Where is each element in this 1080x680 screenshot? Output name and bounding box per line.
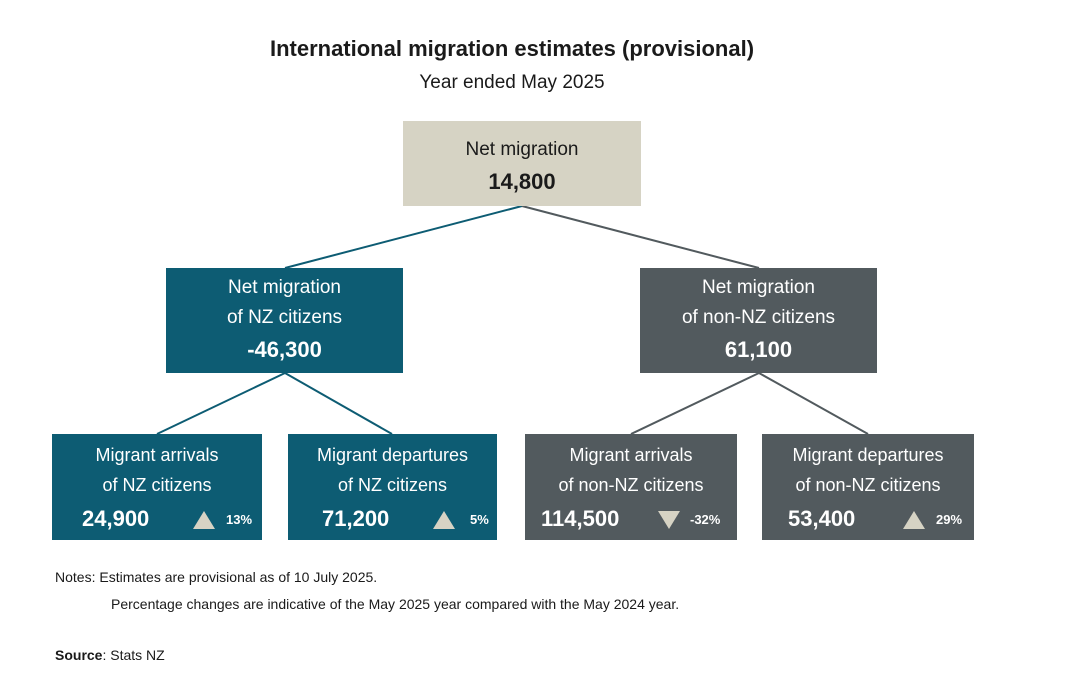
non-nz-arrivals-label-line1: Migrant arrivals [569, 445, 693, 465]
connector-nz-arrivals [156, 372, 286, 435]
diagram-title: International migration estimates (provi… [269, 36, 755, 61]
non-nz-arrivals-box: Migrant arrivals of non-NZ citizens 114,… [525, 434, 737, 540]
triangle-up-icon [193, 511, 215, 529]
nz-arrivals-label-line1: Migrant arrivals [95, 445, 219, 465]
net-migration-value: 14,800 [488, 169, 556, 194]
triangle-up-icon [903, 511, 925, 529]
nz-departures-change: 5% [470, 512, 489, 527]
non-nz-net-label-line2: of non-NZ citizens [681, 307, 836, 328]
triangle-down-icon [658, 511, 680, 529]
net-migration-label: Net migration [465, 139, 579, 160]
nz-arrivals-value: 24,900 [82, 506, 150, 531]
non-nz-citizens-net-box: Net migration of non-NZ citizens 61,100 [640, 268, 877, 373]
net-migration-box: Net migration 14,800 [403, 121, 641, 206]
connector-non-nz-departures [758, 372, 869, 435]
connector-root-nz [284, 205, 523, 269]
non-nz-arrivals-label-line2: of non-NZ citizens [558, 475, 704, 495]
nz-arrivals-label-line2: of NZ citizens [102, 475, 212, 495]
nz-net-label-line2: of NZ citizens [226, 307, 343, 328]
non-nz-net-value: 61,100 [724, 337, 793, 362]
connector-non-nz-arrivals [630, 372, 760, 435]
connector-root-non-nz [521, 205, 760, 269]
nz-arrivals-change: 13% [226, 512, 253, 527]
non-nz-departures-value: 53,400 [788, 506, 856, 531]
notes-line1: Notes: Estimates are provisional as of 1… [55, 569, 378, 585]
nz-departures-box: Migrant departures of NZ citizens 71,200… [288, 434, 497, 540]
non-nz-arrivals-value: 114,500 [541, 506, 620, 531]
triangle-up-icon [433, 511, 455, 529]
non-nz-departures-change: 29% [936, 512, 963, 527]
diagram-subtitle: Year ended May 2025 [419, 72, 605, 93]
source-text: : Stats NZ [102, 647, 165, 663]
nz-citizens-net-box: Net migration of NZ citizens -46,300 [166, 268, 403, 373]
non-nz-departures-label-line1: Migrant departures [792, 445, 944, 465]
non-nz-departures-label-line2: of non-NZ citizens [795, 475, 941, 495]
nz-departures-label-line1: Migrant departures [316, 445, 469, 465]
nz-arrivals-box: Migrant arrivals of NZ citizens 24,900 1… [52, 434, 262, 540]
nz-net-label-line1: Net migration [228, 277, 341, 298]
nz-departures-label-line2: of NZ citizens [337, 475, 448, 495]
non-nz-departures-box: Migrant departures of non-NZ citizens 53… [762, 434, 974, 540]
non-nz-net-label-line1: Net migration [702, 277, 815, 298]
non-nz-arrivals-change: -32% [690, 512, 721, 527]
notes-line2: Percentage changes are indicative of the… [111, 596, 680, 612]
notes: Notes: Estimates are provisional as of 1… [55, 569, 679, 612]
connector-nz-departures [284, 372, 393, 435]
nz-net-value: -46,300 [247, 337, 322, 362]
nz-departures-value: 71,200 [322, 506, 390, 531]
source-label: Source [55, 647, 103, 663]
source-line: Source: Stats NZ [55, 647, 165, 663]
